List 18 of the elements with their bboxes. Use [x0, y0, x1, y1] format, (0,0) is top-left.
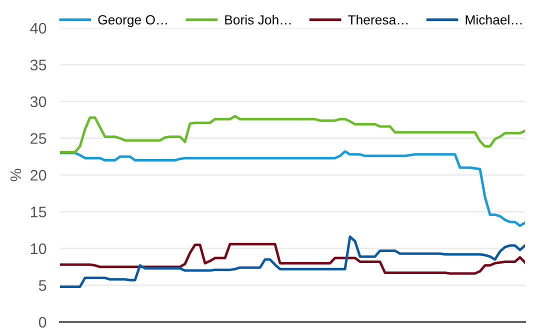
- y-tick-label: 35: [30, 60, 46, 70]
- line-series: [60, 114, 525, 154]
- y-tick-label: 25: [30, 133, 46, 144]
- y-tick-label: 10: [30, 243, 46, 254]
- line-series: [60, 235, 525, 288]
- legend-label: Michael…: [466, 14, 522, 25]
- legend-label: Theresa…: [348, 14, 408, 25]
- legend-label: Boris Joh…: [225, 14, 291, 25]
- y-axis-title: %: [10, 168, 22, 182]
- y-tick-label: 0: [38, 316, 46, 328]
- line-series: [60, 150, 525, 227]
- y-tick-label: 20: [30, 170, 46, 181]
- y-tick-label: 15: [30, 206, 46, 218]
- legend-label: George O…: [98, 15, 167, 28]
- y-tick-label: 5: [38, 280, 46, 291]
- y-tick-label: 40: [30, 22, 46, 34]
- y-tick-label: 30: [30, 96, 46, 108]
- line-series: [60, 242, 525, 275]
